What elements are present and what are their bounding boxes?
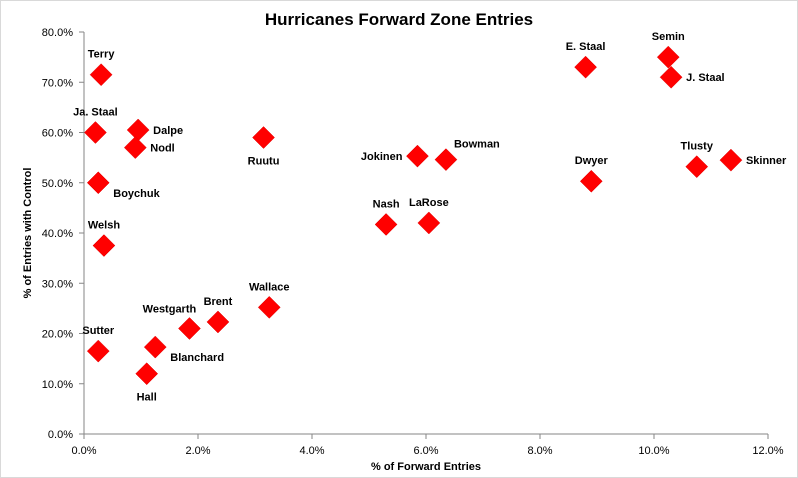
data-point-marker bbox=[574, 55, 597, 79]
y-tick-label: 80.0% bbox=[42, 27, 73, 39]
data-point-label: Sutter bbox=[82, 325, 115, 337]
data-point-marker bbox=[406, 144, 429, 168]
data-point-marker bbox=[252, 126, 275, 149]
data-point-marker bbox=[374, 213, 398, 236]
data-point-label: Hall bbox=[137, 392, 157, 404]
data-point-label: Semin bbox=[652, 31, 685, 43]
y-tick-label: 0.0% bbox=[48, 429, 73, 441]
data-point-label: Dalpe bbox=[153, 125, 183, 137]
data-point-label: LaRose bbox=[409, 197, 449, 209]
data-point-marker bbox=[685, 155, 709, 179]
y-tick-label: 10.0% bbox=[42, 379, 73, 391]
data-point-label: Brent bbox=[204, 296, 233, 308]
data-point-marker bbox=[126, 118, 150, 142]
data-point-label: Jokinen bbox=[361, 151, 403, 163]
data-point-label: Nash bbox=[373, 198, 400, 210]
data-point-label: E. Staal bbox=[566, 41, 606, 53]
data-point-label: Wallace bbox=[249, 281, 290, 293]
data-point-label: Welsh bbox=[88, 220, 120, 232]
chart-title: Hurricanes Forward Zone Entries bbox=[264, 10, 534, 29]
data-point-label: Ruutu bbox=[248, 156, 280, 168]
y-tick-label: 40.0% bbox=[42, 228, 73, 240]
data-point-marker bbox=[86, 339, 110, 363]
data-point-marker bbox=[178, 317, 201, 340]
data-point-marker bbox=[656, 45, 680, 69]
data-point-label: Skinner bbox=[746, 155, 787, 167]
data-point-marker bbox=[434, 148, 458, 171]
y-tick-label: 70.0% bbox=[42, 77, 73, 89]
data-point-label: Tlusty bbox=[681, 141, 714, 153]
y-tick-label: 60.0% bbox=[42, 128, 73, 140]
x-tick-label: 12.0% bbox=[752, 445, 783, 457]
data-point-label: Boychuk bbox=[113, 188, 160, 200]
y-tick-label: 50.0% bbox=[42, 178, 73, 190]
x-tick-label: 8.0% bbox=[527, 445, 552, 457]
data-point-marker bbox=[89, 63, 113, 87]
data-point-label: Terry bbox=[88, 49, 116, 61]
x-axis-title: % of Forward Entries bbox=[370, 461, 482, 473]
data-point-marker bbox=[135, 362, 159, 386]
data-point-marker bbox=[143, 335, 167, 359]
data-point-label: J. Staal bbox=[686, 72, 725, 84]
x-tick-label: 0.0% bbox=[71, 445, 96, 457]
data-point-marker bbox=[86, 171, 110, 195]
x-tick-label: 4.0% bbox=[299, 445, 324, 457]
data-point-label: Ja. Staal bbox=[73, 107, 118, 119]
data-point-marker bbox=[123, 136, 147, 159]
data-point-marker bbox=[92, 234, 116, 257]
x-tick-label: 10.0% bbox=[638, 445, 669, 457]
x-tick-label: 2.0% bbox=[185, 445, 210, 457]
data-point-marker bbox=[579, 169, 603, 193]
data-point-label: Dwyer bbox=[575, 155, 609, 167]
data-point-label: Westgarth bbox=[143, 303, 197, 315]
data-point-label: Nodl bbox=[150, 143, 174, 155]
data-point-marker bbox=[719, 148, 743, 172]
data-point-marker bbox=[257, 296, 281, 319]
data-point-label: Bowman bbox=[454, 139, 500, 151]
x-tick-label: 6.0% bbox=[413, 445, 438, 457]
y-tick-label: 20.0% bbox=[42, 329, 73, 341]
data-point-marker bbox=[206, 310, 230, 334]
data-point-label: Blanchard bbox=[170, 352, 224, 364]
data-point-marker bbox=[417, 211, 441, 235]
data-point-marker bbox=[659, 65, 683, 89]
y-tick-label: 30.0% bbox=[42, 278, 73, 290]
data-point-marker bbox=[84, 121, 107, 144]
